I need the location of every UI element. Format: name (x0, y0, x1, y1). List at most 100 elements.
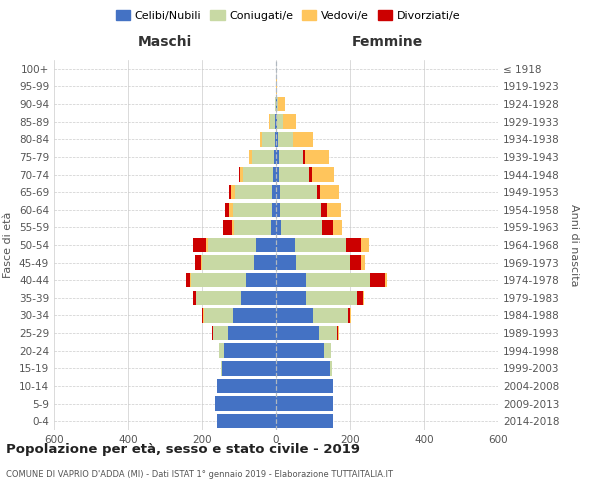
Bar (276, 256, 361, 270)
Bar (276, 114, 283, 129)
Bar (191, 273, 276, 287)
Bar (276, 361, 332, 376)
Bar (276, 220, 333, 234)
Bar (217, 414, 276, 428)
Bar (202, 256, 276, 270)
Bar (276, 396, 334, 411)
Bar (254, 256, 276, 270)
Bar (276, 132, 313, 146)
Legend: Celibi/Nubili, Coniugati/e, Vedovi/e, Divorziati/e: Celibi/Nubili, Coniugati/e, Vedovi/e, Di… (112, 6, 464, 25)
Bar (275, 114, 276, 129)
Bar (276, 202, 326, 217)
Bar (186, 273, 276, 287)
Bar (276, 414, 334, 428)
Bar (213, 326, 276, 340)
Bar (217, 378, 276, 393)
Bar (232, 220, 276, 234)
Bar (271, 220, 276, 234)
Bar (276, 97, 277, 112)
Bar (217, 414, 276, 428)
Bar (276, 220, 342, 234)
Bar (223, 361, 276, 376)
Bar (276, 290, 364, 305)
Bar (276, 326, 338, 340)
Bar (206, 238, 276, 252)
Bar (276, 290, 358, 305)
Bar (276, 414, 334, 428)
Bar (276, 308, 351, 322)
Bar (276, 308, 348, 322)
Bar (273, 168, 276, 181)
Bar (249, 150, 276, 164)
Bar (269, 114, 276, 129)
Bar (276, 97, 284, 112)
Bar (272, 202, 276, 217)
Bar (276, 414, 334, 428)
Bar (262, 132, 276, 146)
Bar (260, 132, 276, 146)
Bar (213, 326, 276, 340)
Bar (218, 344, 276, 358)
Bar (276, 396, 334, 411)
Bar (276, 150, 329, 164)
Bar (276, 344, 331, 358)
Bar (240, 168, 276, 181)
Bar (276, 344, 331, 358)
Bar (276, 150, 279, 164)
Bar (276, 308, 313, 322)
Bar (276, 361, 329, 376)
Y-axis label: Anni di nascita: Anni di nascita (569, 204, 579, 286)
Bar (276, 378, 334, 393)
Bar (276, 238, 295, 252)
Bar (235, 185, 276, 200)
Bar (276, 326, 338, 340)
Bar (276, 79, 277, 94)
Bar (276, 114, 277, 129)
Bar (276, 168, 279, 181)
Bar (276, 202, 341, 217)
Bar (276, 290, 363, 305)
Bar (274, 150, 276, 164)
Bar (241, 290, 276, 305)
Bar (196, 256, 276, 270)
Bar (234, 220, 276, 234)
Bar (212, 326, 276, 340)
Bar (276, 97, 278, 112)
Bar (224, 344, 276, 358)
Bar (276, 220, 322, 234)
Bar (218, 344, 276, 358)
Bar (275, 97, 276, 112)
Bar (244, 168, 276, 181)
Bar (276, 185, 339, 200)
Bar (223, 220, 276, 234)
Bar (276, 185, 280, 200)
Bar (276, 273, 370, 287)
Bar (228, 326, 276, 340)
Bar (217, 378, 276, 393)
Bar (276, 150, 303, 164)
Bar (276, 238, 361, 252)
Bar (276, 361, 332, 376)
Bar (276, 168, 334, 181)
Bar (201, 256, 276, 270)
Bar (215, 396, 276, 411)
Bar (276, 326, 337, 340)
Bar (276, 290, 305, 305)
Bar (256, 238, 276, 252)
Bar (276, 256, 365, 270)
Bar (217, 414, 276, 428)
Bar (221, 361, 276, 376)
Bar (217, 378, 276, 393)
Bar (215, 396, 276, 411)
Y-axis label: Fasce di età: Fasce di età (4, 212, 13, 278)
Bar (276, 132, 293, 146)
Bar (276, 168, 308, 181)
Bar (196, 290, 276, 305)
Bar (215, 396, 276, 411)
Bar (276, 273, 305, 287)
Bar (276, 378, 334, 393)
Bar (193, 290, 276, 305)
Text: COMUNE DI VAPRIO D'ADDA (MI) - Dati ISTAT 1° gennaio 2019 - Elaborazione TUTTAIT: COMUNE DI VAPRIO D'ADDA (MI) - Dati ISTA… (6, 470, 393, 479)
Bar (276, 414, 334, 428)
Bar (217, 378, 276, 393)
